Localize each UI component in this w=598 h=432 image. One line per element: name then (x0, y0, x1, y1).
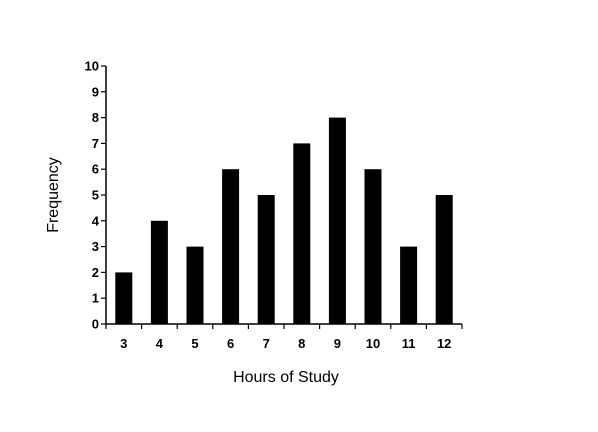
bar-6 (222, 169, 240, 324)
x-tick-label: 7 (263, 336, 270, 351)
x-tick-label: 12 (437, 336, 451, 351)
x-tick-label: 6 (227, 336, 234, 351)
y-tick-label: 6 (92, 162, 99, 177)
bar-8 (293, 143, 311, 324)
x-tick-label: 11 (402, 336, 416, 351)
y-tick-label: 10 (85, 59, 99, 74)
y-tick-label: 4 (92, 213, 100, 228)
y-tick-label: 1 (92, 291, 99, 306)
y-tick-label: 3 (92, 239, 99, 254)
y-tick-label: 9 (92, 84, 99, 99)
x-ticks (105, 324, 463, 329)
x-tick-label: 9 (334, 336, 341, 351)
y-tick-label: 8 (92, 110, 99, 125)
bar-12 (435, 195, 453, 324)
bar-9 (328, 117, 346, 324)
y-axis-title: Frequency (45, 157, 62, 233)
x-axis-title: Hours of Study (233, 369, 339, 386)
x-tick-label: 5 (191, 336, 198, 351)
x-tick-labels: 3 4 5 6 7 8 9 10 11 12 (120, 336, 451, 351)
y-tick-label: 2 (92, 265, 99, 280)
bar-7 (257, 195, 275, 324)
bar-10 (364, 169, 382, 324)
bar-4 (150, 220, 168, 324)
y-tick-label: 0 (92, 317, 99, 332)
bar-5 (186, 246, 204, 324)
x-tick-label: 10 (366, 336, 380, 351)
x-tick-label: 8 (298, 336, 305, 351)
bar-11 (400, 246, 418, 324)
bars (115, 117, 453, 324)
y-tick-labels: 0 1 2 3 4 5 6 7 8 9 10 (85, 59, 100, 332)
x-tick-label: 3 (120, 336, 127, 351)
y-tick-label: 5 (92, 188, 99, 203)
y-tick-label: 7 (92, 136, 99, 151)
bar-3 (115, 272, 133, 324)
y-ticks (101, 65, 106, 325)
x-tick-label: 4 (156, 336, 164, 351)
